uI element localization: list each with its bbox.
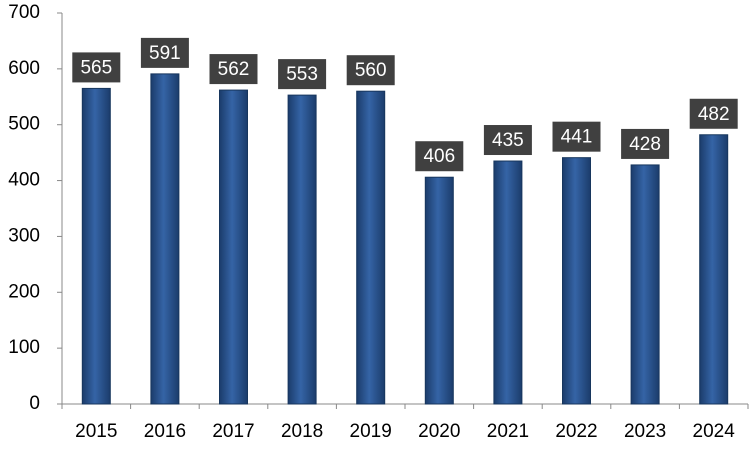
value-label: 441 (561, 127, 593, 148)
x-tick-label: 2020 (418, 421, 460, 442)
x-tick-label: 2022 (555, 421, 597, 442)
bar (81, 87, 111, 405)
value-label: 553 (286, 64, 318, 85)
value-label: 435 (492, 130, 524, 151)
value-label-box (415, 141, 464, 172)
bar (493, 160, 523, 405)
value-label-box (621, 128, 670, 159)
bar (287, 94, 317, 405)
x-tick-label: 2018 (281, 421, 323, 442)
bar (150, 73, 180, 405)
value-label-box (346, 55, 395, 86)
x-tick-label: 2024 (693, 421, 736, 442)
value-label: 560 (355, 60, 387, 81)
bar (699, 134, 729, 405)
x-tick-label: 2019 (350, 421, 392, 442)
y-tick-label: 400 (8, 170, 40, 191)
y-tick-label: 300 (8, 225, 40, 246)
value-label-box (483, 125, 532, 156)
bar (562, 157, 591, 405)
value-label: 562 (218, 59, 250, 80)
bar (424, 176, 454, 405)
value-label: 428 (629, 134, 661, 155)
y-tick-label: 100 (8, 337, 40, 358)
x-tick-label: 2016 (144, 421, 186, 442)
value-label-box (140, 37, 189, 68)
value-label: 591 (149, 43, 181, 64)
y-tick-label: 500 (8, 114, 40, 135)
value-label-box (552, 121, 601, 152)
y-tick-label: 700 (8, 2, 40, 23)
x-tick-label: 2023 (624, 421, 666, 442)
value-label-box (72, 52, 121, 83)
x-tick-label: 2015 (75, 421, 117, 442)
bar (219, 89, 248, 405)
y-tick-label: 0 (29, 393, 40, 414)
bar (630, 164, 660, 405)
value-label-box (209, 54, 258, 85)
value-label-box (278, 59, 327, 90)
value-label-box (689, 98, 738, 129)
y-tick-label: 200 (8, 281, 40, 302)
x-tick-label: 2021 (487, 421, 529, 442)
x-tick-label: 2017 (212, 421, 254, 442)
bar (356, 90, 386, 405)
value-label: 565 (80, 57, 112, 78)
value-label: 406 (423, 146, 455, 167)
y-tick-label: 600 (8, 58, 40, 79)
value-label: 482 (698, 104, 730, 125)
